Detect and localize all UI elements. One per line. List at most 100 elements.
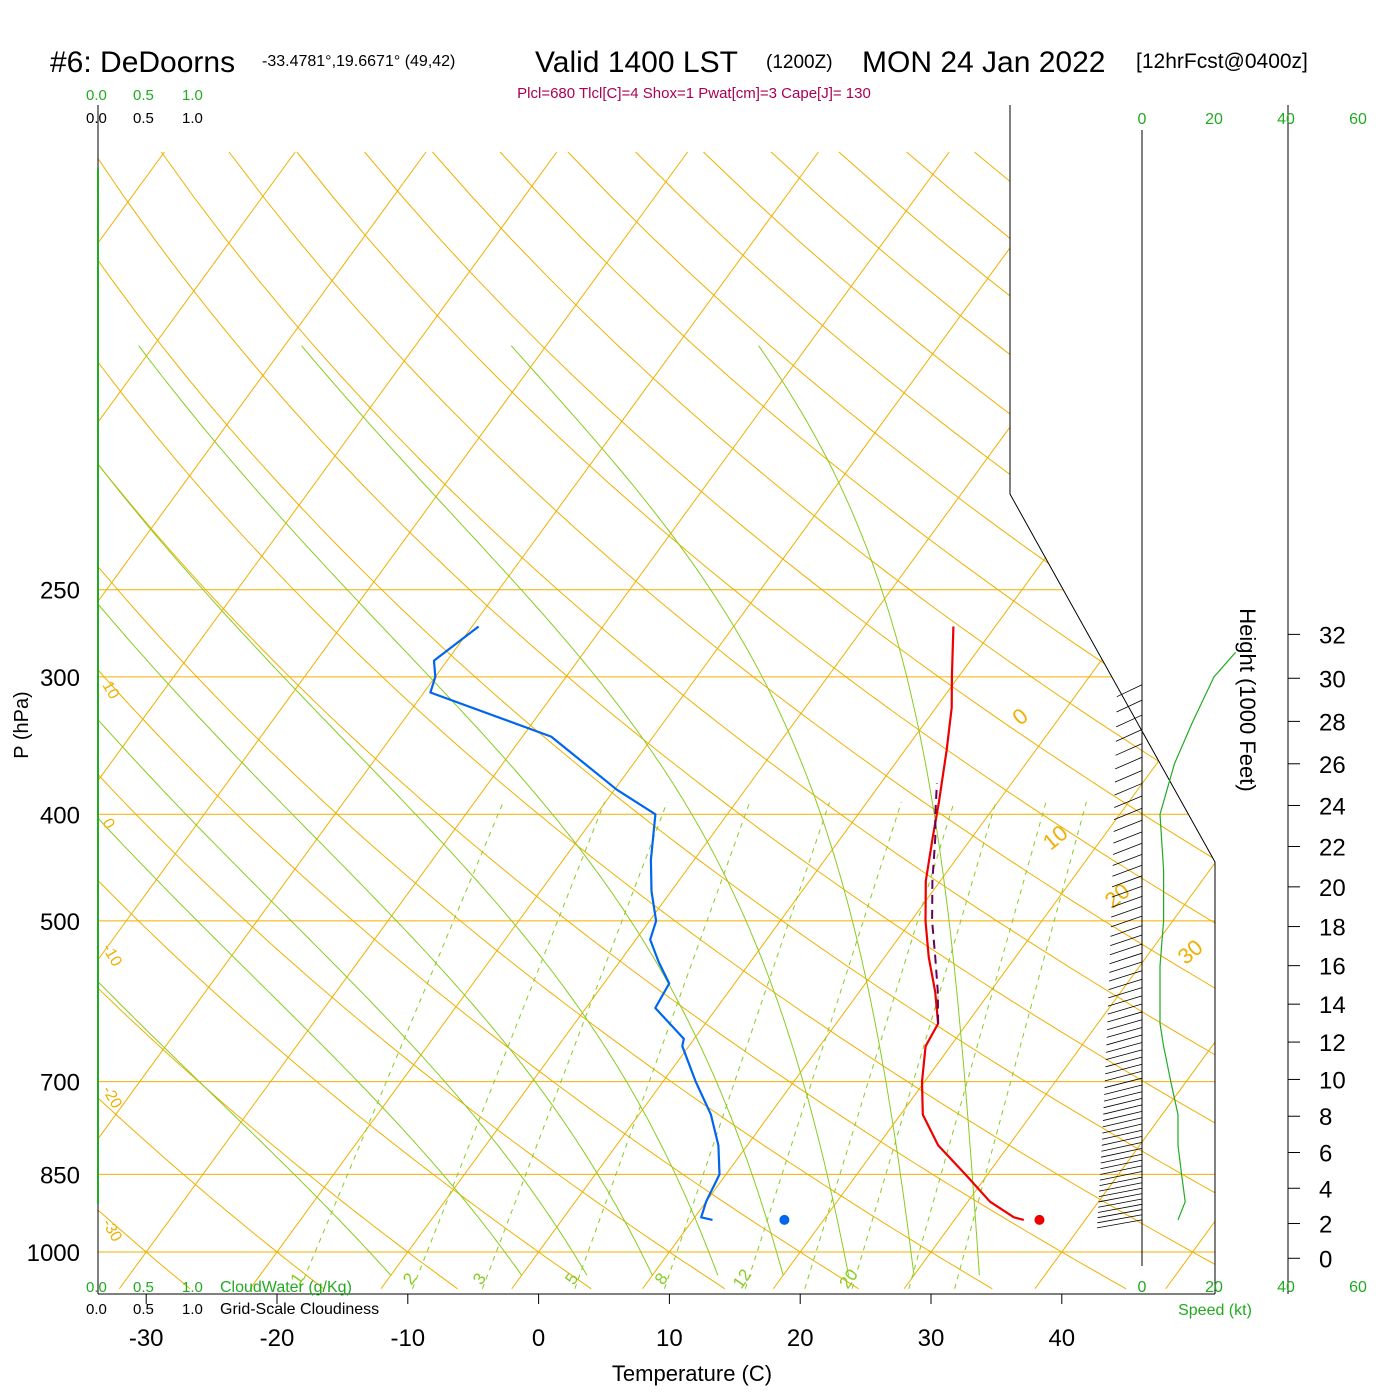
height-axis-label: Height (1000 Feet) — [1235, 608, 1260, 791]
dry-adiabat — [838, 151, 1215, 1290]
dry-adiabat — [98, 151, 1127, 1290]
pressure-tick-label: 250 — [40, 578, 80, 605]
wind-barb — [1105, 1049, 1143, 1061]
pressure-tick-label: 300 — [40, 665, 80, 692]
isotherm — [98, 151, 819, 1290]
isotherm — [1165, 151, 1215, 1290]
height-tick-label: 20 — [1319, 875, 1346, 902]
speed-tick-label: 20 — [1205, 111, 1223, 128]
wind-barb — [1104, 1077, 1143, 1089]
speed-tick-label: 60 — [1349, 1279, 1367, 1296]
wind-barb — [1115, 756, 1143, 770]
isotherm — [98, 151, 558, 1290]
height-tick-label: 24 — [1319, 793, 1346, 820]
isotherm-label: -10 — [99, 941, 125, 970]
height-tick-label: 30 — [1319, 666, 1346, 693]
height-tick-label: 18 — [1319, 915, 1346, 942]
height-tick-label: 10 — [1319, 1067, 1346, 1094]
speed-tick-label: 0 — [1138, 1279, 1147, 1296]
isotherm — [98, 151, 689, 1290]
moist-adiabat — [98, 345, 392, 1276]
wind-speed-profile — [1159, 651, 1237, 1221]
forecast-date: MON 24 Jan 2022 — [862, 46, 1105, 79]
wind-barb — [1104, 1070, 1143, 1082]
wind-barb — [1108, 970, 1143, 982]
y-axis-label: P (hPa) — [11, 691, 33, 758]
cloudiness-label: Grid-Scale Cloudiness — [220, 1301, 379, 1318]
isotherm-label: -30 — [99, 1216, 125, 1245]
temperature-tick-label: 30 — [918, 1325, 945, 1352]
dry-adiabat — [98, 151, 1215, 1290]
mixing-ratio-line — [954, 802, 1087, 1289]
isotherm-label: 0 — [1007, 703, 1032, 730]
moist-adiabat — [138, 345, 784, 1276]
dry-adiabat — [98, 151, 726, 1290]
isotherm — [903, 151, 1215, 1290]
wind-barb — [1100, 1165, 1143, 1175]
moist-adiabat — [98, 345, 588, 1276]
height-tick-label: 14 — [1319, 992, 1346, 1019]
isotherm — [118, 151, 950, 1290]
surface-temperature-marker — [1034, 1214, 1045, 1225]
wind-barb — [1105, 1056, 1143, 1068]
wind-barb — [1101, 1147, 1143, 1158]
dry-adiabat — [703, 151, 1215, 1290]
height-tick-label: 4 — [1319, 1176, 1332, 1203]
wind-barb — [1115, 743, 1143, 756]
temperature-tick-label: -20 — [260, 1325, 295, 1352]
wind-barb — [1096, 1219, 1143, 1229]
height-tick-label: 12 — [1319, 1030, 1346, 1057]
mixing-ratio-line — [574, 802, 751, 1289]
dry-adiabat — [296, 151, 1215, 1290]
station-title: #6: DeDoorns — [50, 46, 235, 79]
wind-barb — [1097, 1209, 1143, 1219]
wind-barb — [1106, 1034, 1143, 1046]
svg-text:0.5: 0.5 — [133, 110, 154, 127]
wind-barb — [1101, 1135, 1143, 1146]
wind-barb — [1103, 1091, 1143, 1102]
svg-text:0.0: 0.0 — [86, 87, 107, 104]
dry-adiabat — [567, 151, 1215, 1290]
height-tick-label: 32 — [1319, 622, 1346, 649]
isotherm-label: 10 — [1038, 820, 1073, 855]
height-tick-label: 16 — [1319, 954, 1346, 981]
wind-barb — [1108, 987, 1143, 999]
wind-barb — [1107, 995, 1143, 1007]
pressure-tick-label: 700 — [40, 1070, 80, 1097]
svg-text:1.0: 1.0 — [182, 1301, 203, 1318]
temperature-tick-label: 0 — [532, 1325, 545, 1352]
wind-barb — [1107, 1003, 1143, 1015]
wind-barb — [1104, 1084, 1143, 1095]
wind-barb — [1114, 783, 1143, 796]
temperature-tick-label: -30 — [129, 1325, 164, 1352]
height-tick-label: 6 — [1319, 1141, 1332, 1168]
wind-barb — [1099, 1182, 1143, 1192]
dry-adiabat — [432, 151, 1215, 1290]
mixing-ratio-line — [908, 802, 1047, 1289]
temperature-tick-label: -10 — [390, 1325, 425, 1352]
height-tick-label: 22 — [1319, 834, 1346, 861]
speed-tick-label: 0 — [1138, 111, 1147, 128]
background-reference-lines — [98, 151, 1215, 1290]
moist-adiabat — [301, 345, 850, 1276]
wind-barb — [1098, 1187, 1143, 1197]
moist-adiabat — [98, 345, 653, 1276]
svg-text:1.0: 1.0 — [182, 87, 203, 104]
cloudwater-label: CloudWater (g/Kg) — [220, 1279, 352, 1296]
wind-barb — [1108, 978, 1143, 990]
height-tick-label: 28 — [1319, 709, 1346, 736]
temperature-tick-label: 10 — [656, 1325, 683, 1352]
svg-text:0.0: 0.0 — [86, 1301, 107, 1318]
parcel-line — [931, 783, 940, 1024]
dry-adiabat — [160, 151, 1215, 1290]
wind-barb — [1107, 1011, 1143, 1023]
speed-tick-label: 60 — [1349, 111, 1367, 128]
wind-barb — [1114, 795, 1143, 808]
wind-barb — [1116, 714, 1143, 728]
svg-text:1.0: 1.0 — [182, 110, 203, 127]
surface-dewpoint-marker — [779, 1214, 790, 1225]
wind-barb — [1109, 943, 1143, 956]
plot-frame — [97, 105, 1289, 1295]
